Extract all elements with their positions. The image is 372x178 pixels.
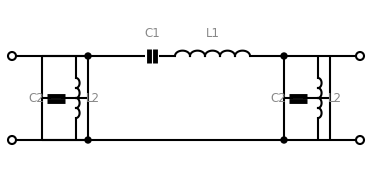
- Text: L2: L2: [328, 91, 342, 104]
- Circle shape: [281, 137, 287, 143]
- Text: C1: C1: [144, 27, 160, 40]
- Text: L2: L2: [86, 91, 100, 104]
- Text: C2: C2: [28, 91, 44, 104]
- Circle shape: [85, 137, 91, 143]
- Text: L1: L1: [205, 27, 219, 40]
- Circle shape: [281, 53, 287, 59]
- Circle shape: [85, 53, 91, 59]
- Text: C2: C2: [270, 91, 286, 104]
